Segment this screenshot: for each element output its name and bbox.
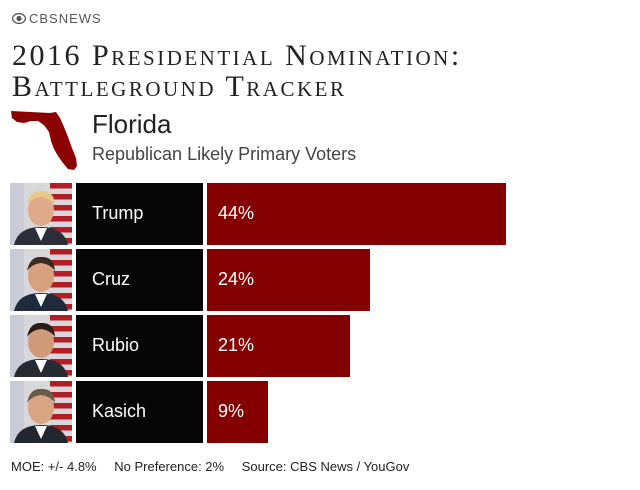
candidate-photo	[10, 183, 72, 245]
chart-title-line-2: Battleground Tracker	[12, 70, 347, 103]
value-label: 44%	[218, 203, 255, 223]
candidate-name-box: Cruz	[76, 249, 203, 311]
state-name: Florida	[92, 109, 172, 139]
value-bar: 24%	[207, 249, 370, 311]
candidate-name: Rubio	[92, 335, 140, 355]
value-label: 21%	[218, 335, 255, 355]
cbs-eye-icon	[12, 13, 26, 24]
moe-note: MOE: +/- 4.8%	[11, 459, 97, 474]
candidate-name: Kasich	[92, 401, 147, 421]
candidate-photo	[10, 381, 72, 443]
value-bar: 9%	[207, 381, 268, 443]
candidate-name: Cruz	[92, 269, 131, 289]
value-label: 24%	[218, 269, 255, 289]
state-subtitle: Republican Likely Primary Voters	[92, 144, 357, 164]
chart-title-line-1: 2016 Presidential Nomination:	[12, 39, 462, 72]
value-bar: 44%	[207, 183, 506, 245]
candidate-photo	[10, 315, 72, 377]
candidate-name: Trump	[92, 203, 144, 223]
florida-map-icon	[11, 111, 77, 170]
value-label: 9%	[218, 401, 245, 421]
value-bar: 21%	[207, 315, 350, 377]
chart-footer: MOE: +/- 4.8% No Preference: 2% Source: …	[11, 459, 423, 474]
candidate-name-box: Kasich	[76, 381, 203, 443]
candidate-name-box: Trump	[76, 183, 203, 245]
source-note: Source: CBS News / YouGov	[241, 459, 410, 474]
candidate-name-box: Rubio	[76, 315, 203, 377]
no-preference-note: No Preference: 2%	[114, 459, 225, 474]
brand-text: CBSNEWS	[29, 11, 102, 26]
cbs-news-logo: CBSNEWS	[12, 11, 102, 26]
candidate-photo	[10, 249, 72, 311]
